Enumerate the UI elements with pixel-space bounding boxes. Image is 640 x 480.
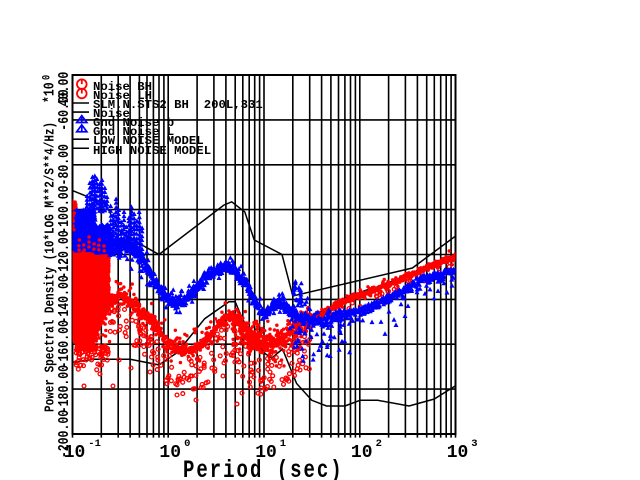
svg-text:Power Spectral Density (10*LOG: Power Spectral Density (10*LOG M**2/S**4… [42, 122, 57, 412]
svg-text:-140.00: -140.00 [57, 275, 74, 323]
svg-text:-1: -1 [88, 438, 101, 450]
svg-text:Period (sec): Period (sec) [183, 457, 344, 480]
svg-text:2: 2 [376, 438, 382, 450]
svg-text:10: 10 [447, 443, 469, 463]
svg-text:0: 0 [184, 438, 190, 450]
svg-text:-60.00: -60.00 [57, 89, 74, 130]
svg-text:-80.00: -80.00 [57, 144, 74, 185]
svg-text:40.00: 40.00 [57, 72, 74, 106]
svg-text:-120.00: -120.00 [57, 230, 74, 278]
svg-text:10: 10 [159, 443, 181, 463]
svg-text:-180.00: -180.00 [57, 365, 74, 413]
svg-text:10: 10 [351, 443, 373, 463]
svg-text:1: 1 [280, 438, 286, 450]
svg-text:-160.00: -160.00 [57, 320, 74, 368]
svg-text:-200.00: -200.00 [57, 410, 74, 458]
svg-text:0: 0 [41, 75, 53, 80]
svg-text:3: 3 [471, 438, 477, 450]
svg-text:10: 10 [64, 443, 86, 463]
svg-text:-100.00: -100.00 [57, 185, 74, 233]
svg-text:10: 10 [255, 443, 277, 463]
svg-text:*10: *10 [42, 82, 59, 103]
